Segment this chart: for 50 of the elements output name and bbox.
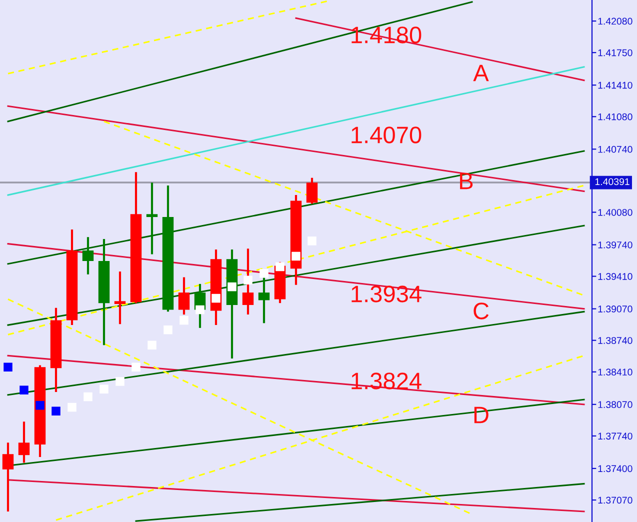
point (100, 384, 108, 394)
y-tick-label: 1.39070 (598, 306, 632, 312)
annotation: 1.4070 (352, 126, 422, 144)
point (228, 282, 236, 292)
candlestick (178, 276, 190, 316)
annotation: 1.3824 (352, 372, 422, 390)
candlestick (306, 176, 318, 205)
point (276, 262, 284, 272)
point (4, 362, 12, 372)
point (164, 325, 172, 334)
ref-line-label: 1.40391 (595, 178, 630, 186)
annotation: C (474, 302, 489, 320)
point (116, 377, 124, 386)
y-tick-label: 1.38740 (598, 337, 632, 344)
y-tick-label: 1.41410 (598, 82, 632, 89)
point (308, 236, 316, 246)
y-tick-label: 1.37400 (598, 465, 632, 472)
y-tick-label: 1.42080 (598, 18, 632, 25)
candlestick (2, 442, 14, 513)
point (52, 406, 60, 416)
point (132, 362, 140, 372)
point (244, 276, 252, 285)
annotation: B (460, 172, 473, 190)
y-tick-label: 1.37740 (598, 432, 632, 440)
y-tick-label: 1.38410 (598, 368, 632, 376)
candlestick (82, 236, 94, 276)
y-tick-label: 1.41080 (598, 113, 632, 120)
annotation: 1.3934 (352, 286, 422, 302)
point (180, 316, 188, 325)
point (148, 340, 156, 350)
annotation: A (473, 64, 489, 82)
candlestick (242, 248, 254, 316)
point (260, 269, 268, 278)
y-tick-label: 1.40080 (598, 208, 632, 216)
y-tick-label: 1.39410 (598, 273, 632, 280)
y-tick-label: 1.41750 (598, 49, 632, 56)
point (292, 252, 300, 261)
point (196, 305, 204, 314)
y-tick-label: 1.39740 (598, 241, 632, 248)
point (68, 402, 76, 412)
y-tick-label: 1.38070 (598, 401, 632, 408)
point (212, 294, 220, 303)
candlestick (146, 182, 158, 256)
y-tick-label: 1.37070 (598, 496, 632, 504)
y-tick-label: 1.40740 (598, 146, 632, 153)
candlestick (18, 420, 30, 464)
point (20, 386, 28, 394)
point (36, 400, 44, 410)
point (84, 392, 92, 402)
candlestick (114, 270, 126, 326)
